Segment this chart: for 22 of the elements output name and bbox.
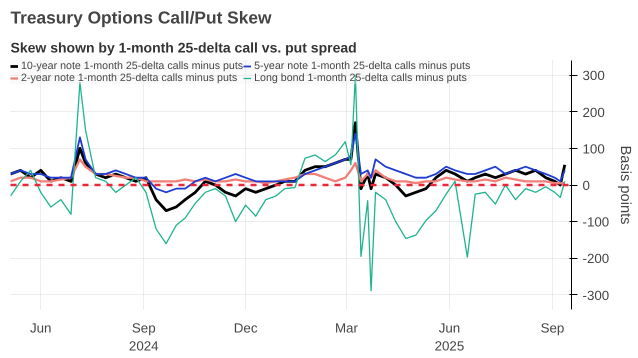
y-tick-label: 300 — [582, 68, 605, 84]
y-tick-label: 0 — [582, 178, 590, 193]
y-tick-label: -100 — [582, 214, 610, 230]
x-tick-label: Sep 2024 — [128, 320, 160, 354]
y-axis-title: Basis points — [617, 145, 634, 225]
y-tick-label: 100 — [582, 141, 605, 156]
y-tick-label: 200 — [582, 104, 605, 120]
x-tick-label: Jun 2025 — [434, 320, 464, 354]
y-tick-label: -200 — [582, 251, 610, 266]
chart-title: Treasury Options Call/Put Skew — [10, 8, 272, 28]
legend-label: 2-year note 1-month 25-delta calls minus puts — [21, 72, 238, 84]
x-tick-label: Mar — [334, 320, 358, 336]
chart-subtitle: Skew shown by 1-month 25-delta call vs. put spread — [10, 40, 357, 56]
line-series — [10, 132, 566, 194]
y-tick-label: -300 — [582, 288, 610, 303]
x-tick-label: Dec — [234, 320, 258, 336]
legend-label: 5-year note 1-month 25-delta calls minus puts — [254, 60, 470, 72]
legend-label: 10-year note 1-month 25-delta calls minus puts — [21, 60, 244, 72]
line-series — [10, 74, 566, 292]
line-series — [10, 158, 566, 184]
x-tick-label: Jun — [30, 320, 52, 336]
x-tick-label: Sep — [540, 320, 564, 336]
